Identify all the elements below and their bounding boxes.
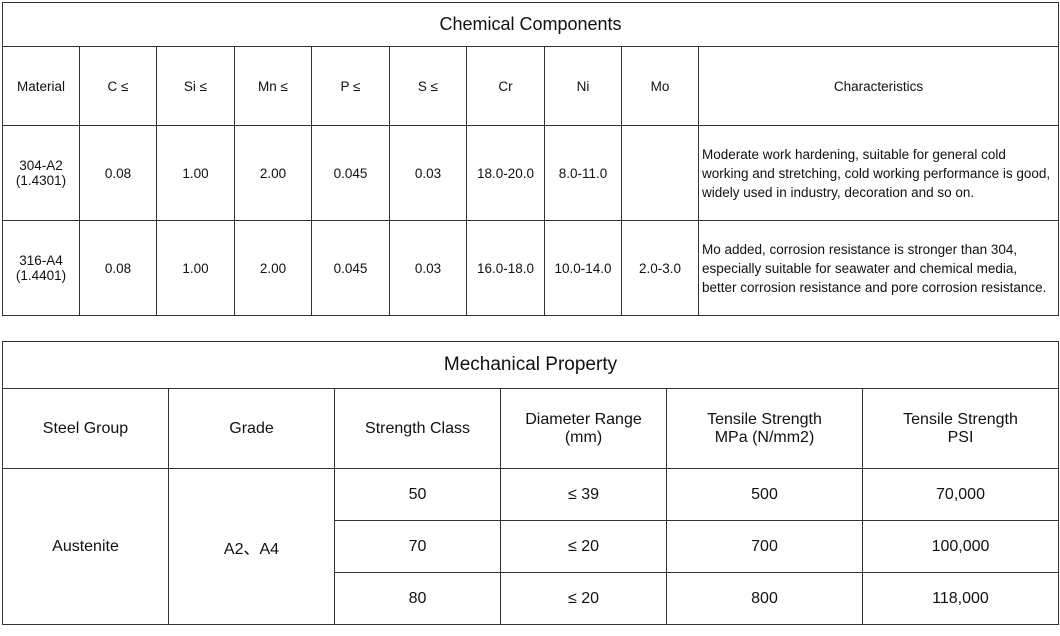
header-cell: Tensile Strength MPa (N/mm2) (666, 388, 863, 469)
data-cell: 700 (666, 520, 863, 573)
cell-line: 304-A2 (19, 158, 63, 173)
data-cell: 304-A2 (1.4301) (2, 125, 80, 221)
cell-line: Steel Group (42, 419, 129, 437)
data-cell: 2.00 (234, 125, 312, 221)
data-cell: 80 (334, 572, 501, 625)
header-cell: Mn ≤ (234, 46, 312, 126)
cell-line: 316-A4 (19, 253, 63, 268)
data-cell: 1.00 (156, 220, 235, 316)
data-cell: 118,000 (861, 572, 1060, 625)
data-cell: 16.0-18.0 (466, 220, 545, 316)
table-title: Mechanical Property (1, 341, 1060, 389)
data-cell: 100,000 (861, 520, 1060, 573)
header-cell: Characteristics (697, 46, 1060, 126)
cell-line: Diameter Range (525, 410, 642, 428)
data-cell: 0.08 (79, 125, 157, 221)
header-cell: Cr (466, 46, 545, 126)
header-cell: Strength Class (334, 388, 501, 469)
header-cell: P ≤ (311, 46, 390, 126)
data-cell: 500 (666, 468, 863, 521)
data-cell: 316-A4 (1.4401) (2, 220, 80, 316)
data-cell: 0.08 (79, 220, 157, 316)
cell-line: MPa (N/mm2) (714, 428, 815, 446)
data-cell: 800 (666, 572, 863, 625)
group-cell: Austenite (2, 468, 169, 625)
data-cell: 8.0-11.0 (544, 125, 622, 221)
header-cell: S ≤ (389, 46, 467, 126)
grade-cell: A2、A4 (168, 468, 335, 625)
data-cell: 0.045 (311, 220, 390, 316)
header-cell: Diameter Range (mm) (500, 388, 667, 469)
table-title: Chemical Components (1, 2, 1060, 47)
cell-line: (1.4401) (15, 268, 67, 283)
cell-line: Grade (229, 419, 274, 437)
header-cell: Tensile Strength PSI (861, 388, 1060, 469)
header-cell: Grade (168, 388, 335, 469)
data-cell: 10.0-14.0 (544, 220, 622, 316)
cell-line: Tensile Strength (707, 410, 822, 428)
header-cell: Ni (544, 46, 622, 126)
characteristics-cell: Moderate work hardening, suitable for ge… (697, 125, 1060, 221)
data-cell: 2.0-3.0 (621, 220, 699, 316)
header-cell: Steel Group (2, 388, 169, 469)
cell-line: (mm) (564, 428, 603, 446)
data-cell: 1.00 (156, 125, 235, 221)
data-cell: 0.03 (389, 125, 467, 221)
cell-line: Tensile Strength (903, 410, 1018, 428)
data-cell: 2.00 (234, 220, 312, 316)
header-cell: Mo (621, 46, 699, 126)
data-cell (621, 125, 699, 221)
cell-line: Strength Class (365, 419, 470, 437)
data-cell: ≤ 20 (500, 572, 667, 625)
header-cell: C ≤ (79, 46, 157, 126)
cell-line: PSI (947, 428, 974, 446)
data-cell: 70,000 (861, 468, 1060, 521)
data-cell: 70 (334, 520, 501, 573)
data-cell: 18.0-20.0 (466, 125, 545, 221)
mechanical-table: Mechanical Property Steel Group Grade Stre… (1, 341, 1060, 625)
header-cell: Si ≤ (156, 46, 235, 126)
header-cell: Material (2, 46, 80, 126)
data-cell: ≤ 20 (500, 520, 667, 573)
cell-line: (1.4301) (15, 173, 67, 188)
characteristics-cell: Mo added, corrosion resistance is strong… (697, 220, 1060, 316)
data-cell: 0.03 (389, 220, 467, 316)
data-cell: 50 (334, 468, 501, 521)
data-cell: ≤ 39 (500, 468, 667, 521)
data-cell: 0.045 (311, 125, 390, 221)
chemical-table: Chemical Components Material C ≤ Si ≤ Mn ≤ P… (1, 2, 1060, 316)
